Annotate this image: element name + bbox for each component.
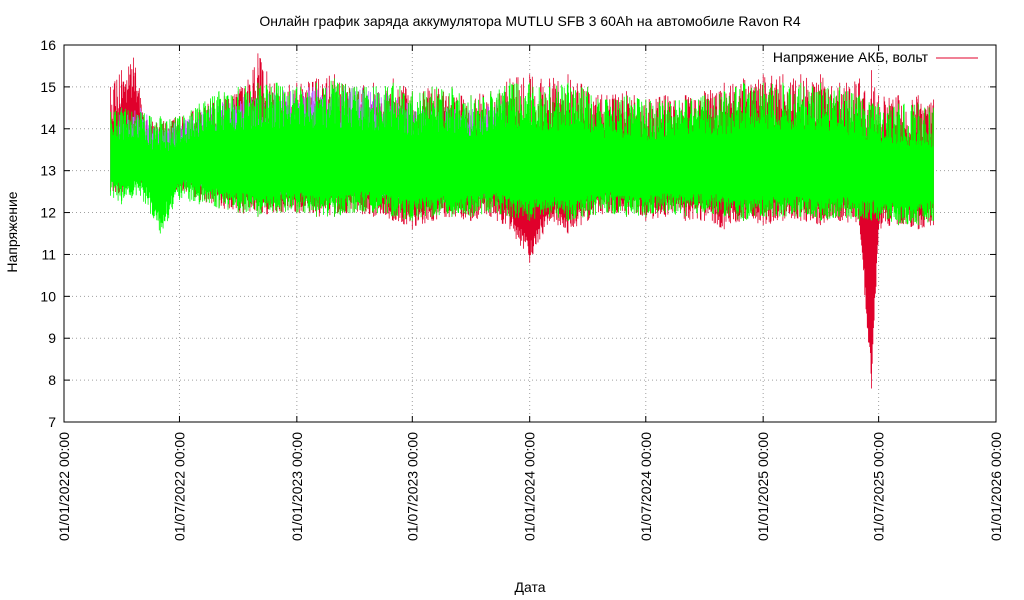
y-tick-label: 16 <box>40 37 56 53</box>
x-tick-label: 01/07/2025 00:00 <box>871 432 887 541</box>
y-tick-label: 15 <box>40 79 56 95</box>
y-tick-label: 14 <box>40 121 56 137</box>
series-layer <box>110 53 934 389</box>
y-tick-label: 9 <box>48 330 56 346</box>
x-tick-label: 01/01/2026 00:00 <box>988 432 1004 541</box>
x-tick-label: 01/01/2024 00:00 <box>522 432 538 541</box>
series-line-0 <box>110 53 934 389</box>
ticks: 7 8 9 10 11 12 13 14 15 16 01/01/2022 00:00 01/07/2… <box>40 37 1004 541</box>
legend-label: Напряжение АКБ, вольт <box>773 49 929 65</box>
x-tick-label: 01/07/2024 00:00 <box>638 432 654 541</box>
y-tick-label: 8 <box>48 372 56 388</box>
x-tick-label: 01/07/2022 00:00 <box>171 432 187 541</box>
y-tick-label: 7 <box>48 414 56 430</box>
y-tick-label: 11 <box>41 246 56 262</box>
chart-title: Онлайн график заряда аккумулятора MUTLU … <box>259 13 800 29</box>
y-tick-label: 13 <box>40 163 56 179</box>
series-line-2 <box>110 78 934 234</box>
x-tick-label: 01/01/2022 00:00 <box>56 432 72 541</box>
x-axis-label: Дата <box>514 579 545 595</box>
x-tick-label: 01/01/2023 00:00 <box>289 432 305 541</box>
x-tick-label: 01/07/2023 00:00 <box>404 432 420 541</box>
x-tick-label: 01/01/2025 00:00 <box>755 432 771 541</box>
legend: Напряжение АКБ, вольт <box>773 49 978 65</box>
y-tick-label: 12 <box>40 205 56 221</box>
y-tick-label: 10 <box>40 288 56 304</box>
y-axis-label: Напряжение <box>4 191 20 272</box>
